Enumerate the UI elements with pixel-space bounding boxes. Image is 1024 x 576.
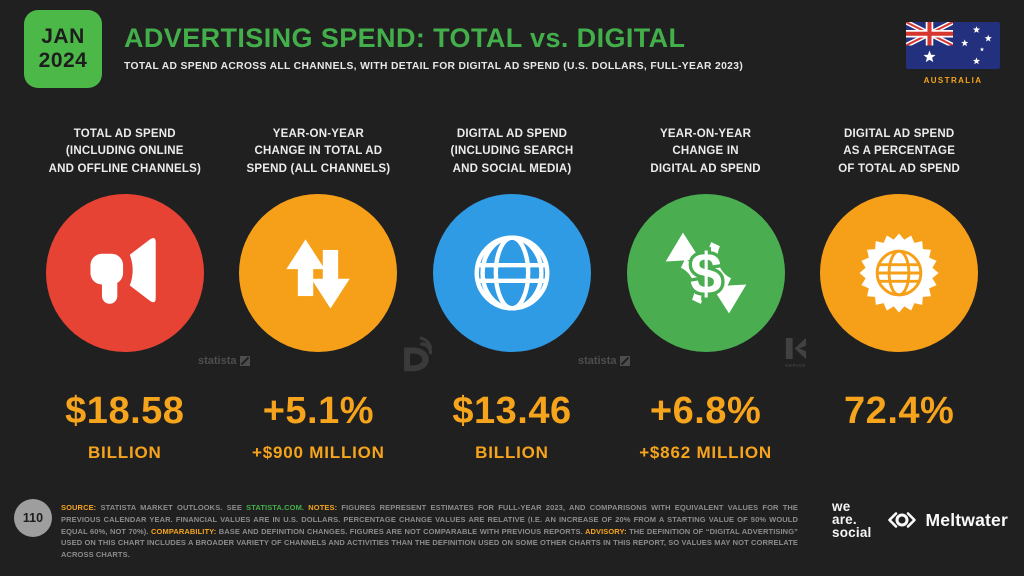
metric-header: YEAR-ON-YEAR CHANGE IN DIGITAL AD SPEND	[650, 128, 761, 175]
metric-unit: +$862 MILLION	[639, 443, 772, 462]
comparability-label: COMPARABILITY:	[151, 526, 217, 536]
kepios-logo-icon	[785, 337, 807, 360]
region-label: AUSTRALIA	[923, 76, 983, 85]
footer-logos: we are. social Meltwater	[832, 492, 1008, 539]
globe-badge-icon	[859, 233, 939, 313]
dollar-refresh-icon: $	[665, 232, 746, 314]
datareportal-logo-icon	[404, 336, 433, 372]
metric-value-block: $13.46 BILLION	[452, 390, 571, 463]
metric-card-digital-ad-spend: DIGITAL AD SPEND (INCLUDING SEARCH AND S…	[415, 126, 609, 463]
advisory-label: ADVISORY:	[584, 526, 627, 536]
metric-unit: BILLION	[87, 443, 162, 462]
page-subtitle: TOTAL AD SPEND ACROSS ALL CHANNELS, WITH…	[124, 61, 744, 72]
metric-card-yoy-total: YEAR-ON-YEAR CHANGE IN TOTAL AD SPEND (A…	[222, 126, 416, 463]
australia-flag-icon	[906, 22, 1000, 69]
region-block: AUSTRALIA	[906, 10, 1000, 85]
up-down-arrows-icon	[286, 239, 351, 309]
kepios-watermark-text: KEPIOS	[785, 363, 806, 368]
metric-circle	[239, 194, 398, 352]
we-are-social-logo: we are. social	[832, 498, 872, 540]
page-number-badge: 110	[14, 498, 52, 537]
meltwater-logo-icon	[888, 512, 917, 528]
footer-notes: SOURCE: STATISTA MARKET OUTLOOKS. SEE ST…	[61, 499, 798, 560]
metric-value: +5.1%	[262, 390, 375, 432]
meltwater-logo: Meltwater	[886, 509, 1008, 531]
metric-value-block: 72.4%	[844, 390, 954, 433]
metric-value-block: +6.8% +$862 MILLION	[639, 390, 772, 463]
svg-text:$: $	[690, 242, 722, 306]
metric-card-digital-share: DIGITAL AD SPEND AS A PERCENTAGE OF TOTA…	[802, 126, 996, 463]
statista-watermark: statista	[578, 355, 630, 367]
statista-watermark: statista	[198, 355, 250, 367]
metric-header: DIGITAL AD SPEND AS A PERCENTAGE OF TOTA…	[838, 128, 961, 175]
statista-watermark-text: statista	[578, 355, 617, 367]
statista-watermark-text: statista	[198, 355, 237, 367]
megaphone-icon	[90, 238, 156, 304]
statista-logo-icon	[239, 356, 250, 366]
metric-value: +6.8%	[649, 390, 762, 432]
metric-circle	[820, 194, 979, 352]
kepios-watermark: KEPIOS	[783, 336, 808, 368]
source-label: SOURCE:	[61, 503, 97, 513]
globe-icon	[474, 235, 550, 311]
notes-text: FIGURES REPRESENT ESTIMATES FOR FULL-YEA…	[61, 503, 798, 536]
metric-header: TOTAL AD SPEND (INCLUDING ONLINE AND OFF…	[48, 128, 201, 175]
metric-unit: BILLION	[475, 443, 549, 462]
statista-com-link[interactable]: STATISTA.COM.	[246, 503, 305, 513]
metric-circle	[432, 194, 591, 352]
metric-card-yoy-digital: YEAR-ON-YEAR CHANGE IN DIGITAL AD SPEND …	[609, 126, 803, 463]
date-year: 2024	[38, 49, 88, 72]
meltwater-logo-text: Meltwater	[925, 509, 1008, 530]
datareportal-watermark	[399, 336, 433, 381]
metric-unit: +$900 MILLION	[252, 443, 385, 462]
date-badge: JAN 2024	[24, 10, 102, 88]
notes-label: NOTES:	[308, 503, 338, 513]
date-month: JAN	[41, 25, 85, 49]
metric-header: YEAR-ON-YEAR CHANGE IN TOTAL AD SPEND (A…	[246, 128, 391, 175]
metric-value-block: +5.1% +$900 MILLION	[252, 390, 385, 463]
comparability-text: BASE AND DEFINITION CHANGES. FIGURES ARE…	[216, 526, 585, 536]
metric-columns: TOTAL AD SPEND (INCLUDING ONLINE AND OFF…	[28, 126, 996, 463]
page-title: ADVERTISING SPEND: TOTAL vs. DIGITAL	[124, 23, 686, 53]
footer: 110 SOURCE: STATISTA MARKET OUTLOOKS. SE…	[14, 492, 1008, 568]
metric-card-total-ad-spend: TOTAL AD SPEND (INCLUDING ONLINE AND OFF…	[28, 126, 222, 463]
metric-circle: $	[626, 194, 785, 352]
was-line1: we	[832, 498, 851, 514]
was-line3: social	[832, 524, 872, 540]
metric-circle	[45, 194, 204, 352]
advisory-text: THE DEFINITION OF “DIGITAL ADVERTISING” …	[61, 526, 798, 559]
metric-value: 72.4%	[844, 390, 955, 432]
title-block: ADVERTISING SPEND: TOTAL vs. DIGITAL TOT…	[124, 10, 743, 72]
metric-header: DIGITAL AD SPEND (INCLUDING SEARCH AND S…	[450, 128, 574, 175]
was-line2: are.	[832, 511, 857, 527]
metric-value: $13.46	[452, 390, 572, 432]
metric-value-block: $18.58 BILLION	[65, 390, 184, 463]
header: JAN 2024 ADVERTISING SPEND: TOTAL vs. DI…	[24, 10, 1000, 88]
source-text: STATISTA MARKET OUTLOOKS. SEE	[96, 503, 247, 513]
metric-value: $18.58	[65, 390, 185, 432]
statista-logo-icon	[619, 356, 630, 366]
